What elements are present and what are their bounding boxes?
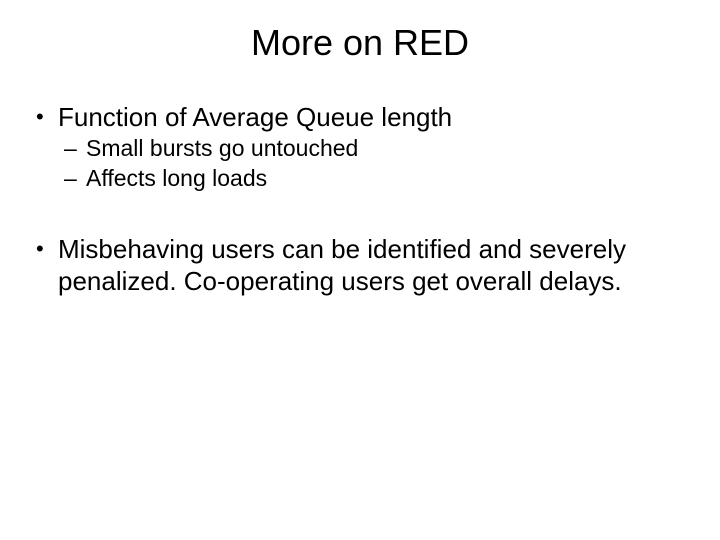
sub-bullet-item: Small bursts go untouched [58, 135, 690, 163]
sub-bullet-text: Affects long loads [86, 165, 267, 191]
bullet-text: Misbehaving users can be identified and … [58, 234, 626, 295]
slide-body: Function of Average Queue length Small b… [0, 102, 720, 297]
bullet-list: Function of Average Queue length Small b… [30, 102, 690, 297]
slide-title: More on RED [0, 0, 720, 82]
bullet-item: Misbehaving users can be identified and … [30, 234, 690, 296]
bullet-text: Function of Average Queue length [58, 102, 452, 132]
bullet-item: Function of Average Queue length Small b… [30, 102, 690, 192]
sub-bullet-item: Affects long loads [58, 165, 690, 193]
sub-bullet-list: Small bursts go untouched Affects long l… [58, 135, 690, 192]
slide: More on RED Function of Average Queue le… [0, 0, 720, 540]
sub-bullet-text: Small bursts go untouched [86, 135, 358, 161]
